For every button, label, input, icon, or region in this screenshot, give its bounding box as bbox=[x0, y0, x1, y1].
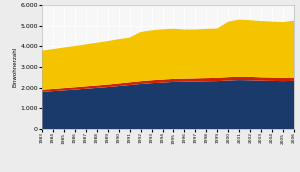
Y-axis label: Einwohnerzahl: Einwohnerzahl bbox=[12, 47, 17, 87]
